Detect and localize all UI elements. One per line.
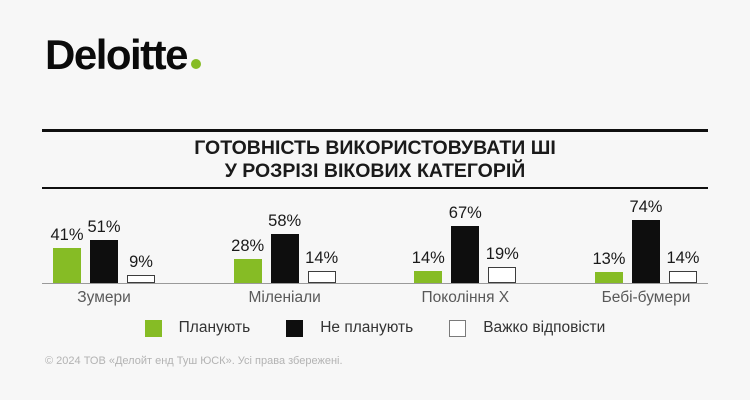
legend-label: Планують — [178, 319, 251, 336]
legend-item: Важко відповісти — [449, 319, 605, 337]
chart-title-line2: У РОЗРІЗІ ВІКОВИХ КАТЕГОРІЙ — [224, 160, 526, 182]
bar-Планують — [594, 272, 623, 283]
bar-value-label: 74% — [629, 198, 663, 216]
bar-Планують — [414, 271, 443, 283]
copyright-text: © 2024 ТОВ «Делойт енд Туш ЮСК». Усі пра… — [45, 355, 343, 367]
bar-chart-plot-area: 41% 51% 9% Зумери 28% 58% 14% Міленіали 14% 67% 19… — [42, 195, 708, 306]
bar-Важко відповісти — [488, 267, 517, 283]
bar-Важко відповісти — [668, 271, 697, 283]
bar-value-label: 14% — [411, 249, 445, 267]
chart-legend: Планують Не планують Важко відповісти — [0, 319, 750, 337]
legend-item: Не планують — [286, 319, 413, 337]
bar-cell: 14% — [305, 249, 339, 283]
bar-cell: 9% — [127, 253, 155, 283]
bar-Не планують — [451, 226, 480, 283]
bar-Не планують — [631, 220, 660, 283]
bar-value-label: 67% — [448, 204, 482, 222]
chart-title: ГОТОВНІСТЬ ВИКОРИСТОВУВАТИ ШІ У РОЗРІЗІ … — [42, 137, 708, 183]
category-label: Міленіали — [248, 289, 321, 306]
category-label: Бебі-бумери — [601, 289, 691, 306]
bar-value-label: 13% — [592, 250, 626, 268]
bar-cell: 28% — [231, 237, 265, 283]
bar-cell: 67% — [448, 204, 482, 283]
category-label: Покоління X — [421, 289, 510, 306]
bar-Важко відповісти — [307, 271, 336, 283]
bar-value-label: 9% — [129, 253, 153, 271]
bar-Важко відповісти — [127, 275, 155, 283]
bar-value-label: 28% — [231, 237, 265, 255]
bar-group-1: 41% 51% 9% Зумери — [50, 218, 155, 306]
bar-cell: 14% — [666, 249, 700, 283]
legend-item: Планують — [144, 319, 251, 337]
chart-title-line1: ГОТОВНІСТЬ ВИКОРИСТОВУВАТИ ШІ — [194, 137, 556, 159]
bar-group-3: 14% 67% 19% Покоління X — [411, 204, 519, 306]
bar-Не планують — [270, 234, 299, 283]
deloitte-logo: Deloitte — [45, 31, 202, 79]
bar-cell: 19% — [485, 245, 519, 283]
bar-Не планують — [90, 240, 118, 283]
bar-cell: 41% — [50, 226, 84, 283]
bar-cell: 14% — [411, 249, 445, 283]
bar-value-label: 51% — [87, 218, 121, 236]
bar-value-label: 41% — [50, 226, 84, 244]
bar-group-4: 13% 74% 14% Бебі-бумери — [592, 198, 700, 306]
category-label: Зумери — [77, 289, 131, 306]
bar-value-label: 14% — [666, 249, 700, 267]
bar-cell: 13% — [592, 250, 626, 283]
bar-value-label: 58% — [268, 212, 302, 230]
bar-value-label: 14% — [305, 249, 339, 267]
bar-cell: 58% — [268, 212, 302, 283]
legend-label: Не планують — [320, 319, 414, 336]
bar-value-label: 19% — [485, 245, 519, 263]
x-axis-line — [42, 283, 708, 284]
bar-Планують — [233, 259, 262, 283]
deloitte-wordmark: Deloitte — [45, 31, 189, 78]
bar-cell: 74% — [629, 198, 663, 283]
legend-swatch-icon — [144, 319, 162, 337]
deloitte-green-dot-icon — [191, 59, 202, 69]
legend-label: Важко відповісти — [483, 319, 606, 336]
title-bottom-divider — [42, 187, 708, 189]
bar-Планують — [53, 248, 81, 283]
legend-swatch-icon — [286, 319, 304, 337]
bar-group-2: 28% 58% 14% Міленіали — [231, 212, 339, 306]
bar-cell: 51% — [87, 218, 121, 283]
legend-swatch-icon — [449, 319, 467, 337]
top-divider — [42, 129, 708, 132]
